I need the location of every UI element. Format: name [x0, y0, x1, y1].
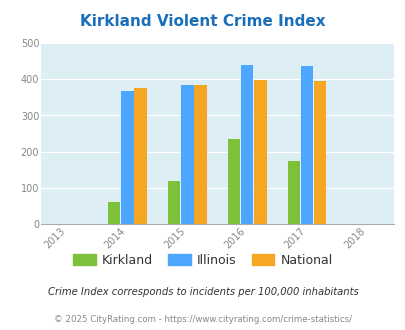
Bar	[240, 65, 253, 224]
Bar	[313, 82, 326, 224]
Bar	[300, 66, 313, 224]
Legend: Kirkland, Illinois, National: Kirkland, Illinois, National	[68, 249, 337, 272]
Bar	[227, 140, 240, 224]
Bar	[134, 88, 147, 224]
Bar	[254, 80, 266, 224]
Text: Kirkland Violent Crime Index: Kirkland Violent Crime Index	[80, 14, 325, 29]
Bar	[287, 160, 299, 224]
Text: Crime Index corresponds to incidents per 100,000 inhabitants: Crime Index corresponds to incidents per…	[47, 287, 358, 297]
Bar	[181, 85, 193, 224]
Text: © 2025 CityRating.com - https://www.cityrating.com/crime-statistics/: © 2025 CityRating.com - https://www.city…	[54, 315, 351, 324]
Bar	[108, 202, 120, 224]
Bar	[167, 181, 180, 224]
Bar	[121, 91, 133, 224]
Bar	[194, 85, 206, 224]
